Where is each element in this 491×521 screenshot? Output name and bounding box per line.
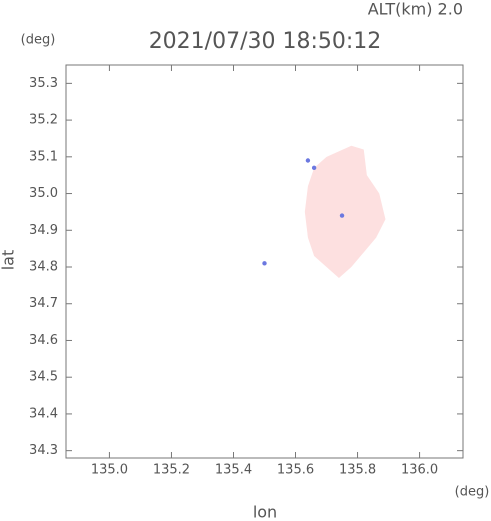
plot-frame [65, 64, 464, 459]
y-tick-label: 34.3 [29, 443, 58, 458]
y-unit: (deg) [21, 33, 56, 48]
y-tick-label: 35.3 [29, 76, 58, 91]
y-tick-label: 34.4 [29, 406, 58, 421]
x-tick-label: 135.0 [91, 463, 128, 478]
point [339, 213, 345, 218]
x-unit: (deg) [455, 485, 490, 500]
x-tick-label: 135.4 [215, 463, 252, 478]
y-tick-label: 35.1 [29, 149, 58, 164]
point [305, 158, 311, 163]
subtitle: ALT(km) 2.0 [368, 0, 463, 19]
y-tick-label: 35.2 [29, 113, 58, 128]
region [304, 145, 386, 279]
y-tick-label: 34.5 [29, 370, 58, 385]
x-tick-label: 135.2 [153, 463, 190, 478]
point [262, 261, 267, 266]
y-axis-label: lat [0, 250, 18, 271]
y-tick-label: 34.8 [29, 260, 58, 275]
y-tick-label: 34.6 [29, 333, 58, 348]
x-axis-label: lon [253, 503, 277, 521]
x-tick-label: 136.0 [401, 463, 438, 478]
x-tick-label: 135.8 [339, 463, 376, 478]
y-tick-label: 34.7 [29, 296, 58, 311]
chart-title: 2021/07/30 18:50:12 [149, 29, 382, 54]
y-tick-label: 35.0 [29, 186, 58, 201]
y-tick-label: 34.9 [29, 223, 58, 238]
point [311, 165, 317, 171]
x-tick-label: 135.6 [277, 463, 314, 478]
